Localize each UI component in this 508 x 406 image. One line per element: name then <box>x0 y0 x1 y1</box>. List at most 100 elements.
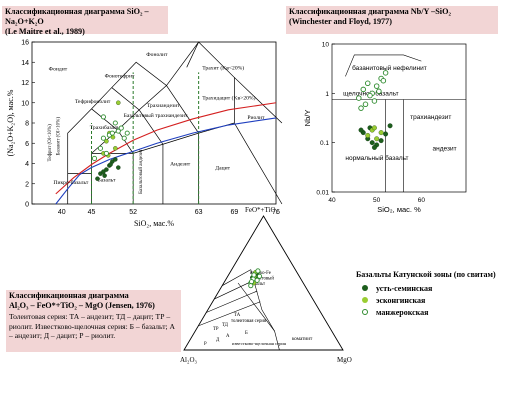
tas-xtick-label: 76 <box>272 209 280 216</box>
legend-label: усть-семинская <box>376 283 433 293</box>
tas-plot-area <box>31 41 277 205</box>
nby-ytick-label: 0.1 <box>320 140 329 147</box>
tas-field-label: Базанит (Ol>10%) <box>56 117 61 156</box>
tas-ytick-label: 4 <box>25 161 29 168</box>
tas-points <box>91 100 130 181</box>
tas-ylabel: (Na₂O+K₂O), мас.% <box>6 89 15 156</box>
nby-point <box>374 136 380 142</box>
tas-point <box>109 130 115 136</box>
tas-point <box>97 145 103 151</box>
tas-point <box>91 155 98 161</box>
tas-ytick-label: 12 <box>21 80 29 87</box>
tas-point <box>113 157 118 162</box>
tas-title: Классификационная диаграмма SiO₂ – Na₂O+… <box>2 6 168 36</box>
nby-plot-area <box>331 43 467 193</box>
jensen-field-label: ТР <box>213 327 219 332</box>
tas-field-label: Трахиандезит <box>147 103 180 109</box>
nby-point <box>380 77 387 84</box>
legend-item: эсконгинская <box>356 294 506 306</box>
nby-xtick-label: 40 <box>328 197 336 204</box>
jensen-field-label: А <box>226 334 230 339</box>
tas-title-line2: (Le Maitre et al., 1989) <box>5 27 85 36</box>
nby-point <box>383 131 389 137</box>
jensen-field-label: ТА <box>234 313 241 318</box>
tas-field-label: Фоидит <box>49 66 68 72</box>
tas-boundary-t <box>166 85 199 134</box>
jensen-title: Классификационная диаграмма Al₂O₃ – FeO*… <box>6 290 181 352</box>
tas-field-label: Фонотефрит <box>105 72 135 79</box>
tas-xtick-label: 69 <box>230 209 238 216</box>
nby-point <box>373 83 380 89</box>
tas-point <box>113 146 118 151</box>
jensen-boundary-calc <box>237 282 275 332</box>
tas-ytick-label: 16 <box>21 40 29 47</box>
tas-field-label: Пикро-базальт <box>53 179 88 186</box>
tas-field-label: Трахит (Kв<20%) <box>202 64 244 71</box>
nby-point <box>367 92 373 99</box>
jensen-point <box>249 279 255 285</box>
legend-marker <box>362 309 368 315</box>
legend-item: усть-семинская <box>356 282 506 294</box>
nby-title: Классификационная диаграмма Nb/Y –SiO₂ (… <box>286 6 498 34</box>
nby-ytick-label: 0.01 <box>316 190 329 197</box>
tas-boundary-ph <box>186 41 199 68</box>
tas-boundary-upper <box>67 41 283 204</box>
jensen-boundary-komatiite <box>250 269 280 351</box>
jensen-boundary-hfe <box>222 269 251 286</box>
jensen-boundary-1 <box>214 280 255 300</box>
tas-field-label: Андезит <box>170 162 191 168</box>
tas-point <box>116 165 121 170</box>
tas-point <box>112 120 118 126</box>
nby-point <box>371 125 377 131</box>
nby-xtick-label: 50 <box>373 197 381 204</box>
tas-xlabel: SiO₂, мас.% <box>134 219 174 228</box>
tas-point <box>100 135 106 141</box>
legend-marker <box>362 285 368 291</box>
nby-ytick-label: 1 <box>325 91 329 98</box>
nby-point <box>376 88 382 95</box>
jensen-boundary-3 <box>198 301 261 327</box>
nby-point <box>387 123 393 129</box>
nby-point <box>369 140 375 146</box>
tas-point <box>95 176 100 181</box>
legend-label: манжерокская <box>376 307 429 317</box>
nby-point <box>365 133 371 138</box>
tas-ytick-label: 6 <box>25 141 29 148</box>
tas-boundary-u2 <box>111 87 164 145</box>
jensen-apex-label: MgO <box>337 356 352 364</box>
nby-ytick-label: 10 <box>322 42 330 49</box>
tas-point <box>116 100 121 106</box>
tas-ytick-label: 14 <box>21 60 29 67</box>
nby-xlabel: SiO₂, мас. % <box>377 205 421 214</box>
nby-point <box>356 95 362 101</box>
tas-field-label: Базальт <box>97 178 116 184</box>
legend-title: Базальты Катунской зоны (по свитам) <box>356 270 496 279</box>
tas-xtick-label: 63 <box>195 209 203 216</box>
nby-point <box>371 98 378 104</box>
tas-point <box>102 173 107 178</box>
nby-title-line2: (Winchester and Floyd, 1977) <box>289 17 392 26</box>
jensen-field-label: толеитовая серия <box>231 319 267 324</box>
tas-ytick-label: 0 <box>25 202 29 209</box>
tas-field-label: Фонолит <box>146 52 168 58</box>
jensen-point <box>248 283 254 289</box>
legend-item: манжерокская <box>356 306 506 318</box>
tas-curve-red <box>55 102 277 195</box>
tas-field-label: Трахибазальт <box>90 124 122 131</box>
nby-point <box>358 105 364 111</box>
tas-ytick-label: 10 <box>21 100 29 107</box>
nby-field-label: андезит <box>433 145 457 152</box>
jensen-field-label: Р <box>204 342 207 347</box>
jensen-field-label: высоко-Fe толеитовый базальт <box>250 271 274 287</box>
tas-point <box>108 162 113 167</box>
nby-point <box>378 130 384 136</box>
tas-boundary-r <box>234 122 283 205</box>
tas-ytick-label: 2 <box>25 181 29 188</box>
tas-frame: 0 2 4 6 8 10 12 14 16 40 45 52 63 69 76 (Na₂O+K₂O), мас… <box>6 40 280 229</box>
nby-point <box>382 70 389 76</box>
tas-point <box>104 138 109 144</box>
legend: Базальты Катунской зоны (по свитам) усть… <box>356 270 506 318</box>
nby-title-line1: Классификационная диаграмма Nb/Y –SiO₂ <box>289 7 451 16</box>
